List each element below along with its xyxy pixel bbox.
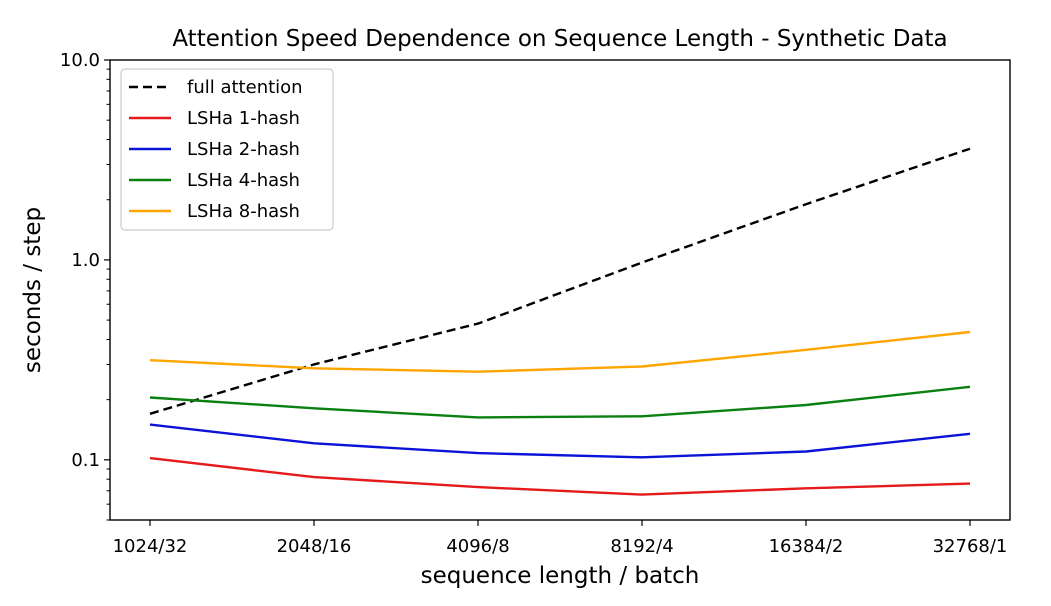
series-line-lsha-2-hash (149, 423, 971, 459)
y-axis-label: seconds / step (20, 207, 46, 373)
series-line-full-attention (149, 147, 971, 415)
legend-label: LSHa 8-hash (187, 201, 300, 222)
x-tick-label: 4096/8 (446, 536, 509, 557)
plot-frame (109, 59, 1011, 521)
y-tick-label: 10.0 (60, 50, 100, 71)
legend-label: LSHa 1-hash (187, 108, 300, 129)
series-line-lsha-8-hash (149, 330, 971, 373)
legend-label: LSHa 4-hash (187, 170, 300, 191)
x-tick-label: 32768/1 (933, 536, 1008, 557)
y-tick-label: 0.1 (71, 450, 100, 471)
x-tick-label: 1024/32 (113, 536, 188, 557)
legend: full attention LSHa 1-hash LSHa 2-hash LSHa… (120, 68, 334, 231)
legend-label: LSHa 2-hash (187, 139, 300, 160)
legend-label: full attention (187, 77, 303, 98)
x-tick-label: 16384/2 (769, 536, 844, 557)
y-tick-label: 1.0 (71, 250, 100, 271)
chart-title: Attention Speed Dependence on Sequence L… (172, 26, 947, 52)
x-axis-label: sequence length / batch (421, 563, 700, 589)
x-tick-label: 8192/4 (610, 536, 673, 557)
legend-box (120, 68, 334, 231)
series-line-lsha-1-hash (149, 456, 971, 496)
x-tick-label: 2048/16 (277, 536, 352, 557)
series-line-lsha-4-hash (149, 385, 971, 419)
